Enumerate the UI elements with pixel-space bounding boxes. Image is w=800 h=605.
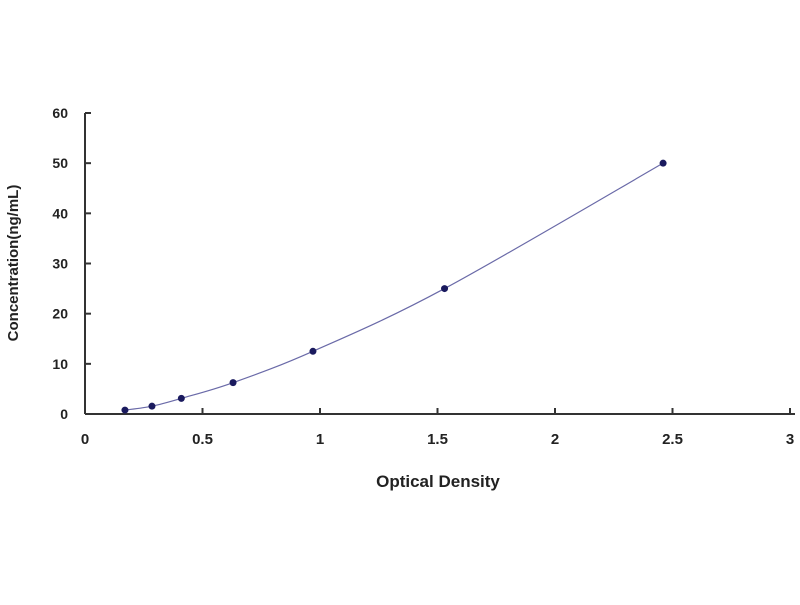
y-tick-label: 60 [52, 105, 68, 121]
y-tick-label: 10 [52, 356, 68, 372]
data-point [121, 406, 129, 414]
fit-curve [124, 162, 664, 411]
data-point [441, 285, 449, 293]
data-point [659, 159, 667, 167]
data-point [309, 347, 317, 355]
y-tick-label: 40 [52, 205, 68, 221]
x-tick-label: 2.5 [662, 431, 683, 448]
x-tick-label: 2 [551, 431, 559, 448]
x-axis-label: Optical Density [376, 472, 500, 491]
y-tick-label: 30 [52, 256, 68, 272]
y-axis-label: Concentration(ng/mL) [5, 185, 22, 342]
y-tick-label: 50 [52, 155, 68, 171]
data-point [177, 394, 185, 402]
data-points [121, 159, 667, 414]
x-tick-label: 1 [316, 431, 324, 448]
x-tick-label: 1.5 [427, 431, 448, 448]
x-tick-label: 0 [81, 431, 89, 448]
x-tick-label: 0.5 [192, 431, 213, 448]
y-tick-label: 20 [52, 306, 68, 322]
y-tick-label: 0 [60, 406, 68, 422]
x-tick-label: 3 [786, 431, 794, 448]
data-point [148, 402, 156, 410]
data-point [229, 379, 237, 387]
